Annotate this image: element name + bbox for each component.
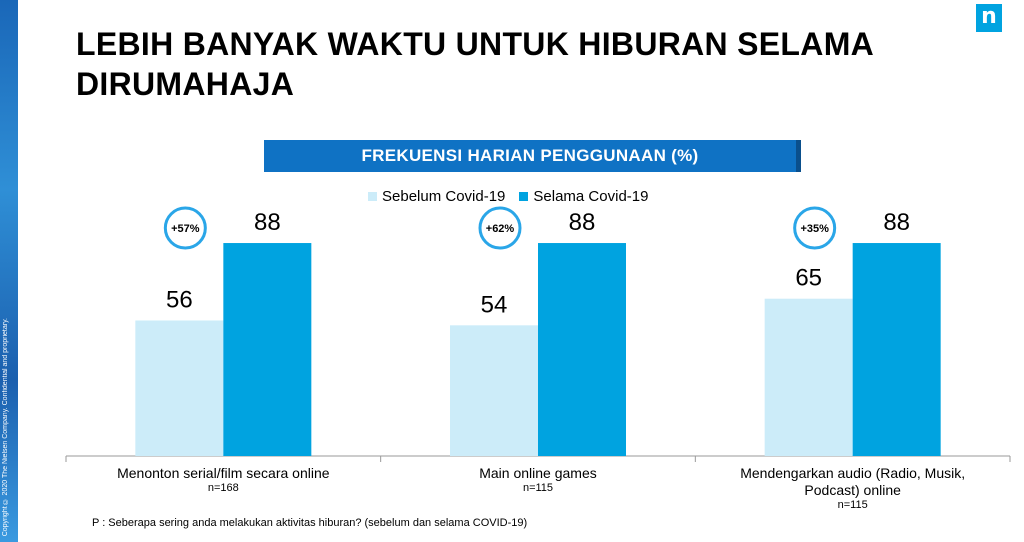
chart-title-banner: FREKUENSI HARIAN PENGGUNAAN (%) [264,140,801,172]
footnote: P : Seberapa sering anda melakukan aktiv… [92,517,528,529]
chart-legend: Sebelum Covid-19 Selama Covid-19 [368,186,648,206]
nielsen-logo: n [976,4,1002,32]
legend-swatch-during [519,191,529,201]
category-label: Mendengarkan audio (Radio, Musik, [740,465,965,481]
legend-label-before: Sebelum Covid-19 [382,187,506,205]
growth-badge-label: +35% [800,223,829,235]
legend-item-during: Selama Covid-19 [519,188,648,205]
growth-badge-ring [478,206,522,250]
legend-label-during: Selama Covid-19 [533,187,649,205]
legend-swatch-before [368,191,377,201]
category-label: Podcast) online [804,482,901,498]
data-label-before: 65 [795,265,822,292]
sample-size-label: n=115 [523,482,553,494]
bar-during [538,243,626,456]
bar-before [450,325,538,456]
bar-before [764,298,853,456]
data-label-during: 88 [254,209,281,236]
bar-during [223,243,312,456]
sample-size-label: n=168 [208,482,239,494]
data-label-during: 88 [883,209,910,236]
sample-size-label: n=115 [838,499,868,511]
page-title: LEBIH BANYAK WAKTU UNTUK HIBURAN SELAMA … [76,26,873,102]
logo-mark: n [981,3,997,29]
data-label-before: 56 [166,286,193,313]
bar-during [852,243,941,456]
growth-badge-label: +57% [171,223,200,235]
data-label-before: 54 [481,291,508,318]
legend-item-before: Sebelum Covid-19 [368,188,505,205]
category-label: Main online games [479,465,597,481]
bar-before [135,320,224,456]
growth-badge-ring [163,206,207,250]
growth-badge-label: +62% [486,223,515,235]
side-brand-strip: Copyright © 2020 The Nielsen Company. Co… [0,0,18,542]
category-label: Menonton serial/film secara online [117,465,330,481]
data-label-during: 88 [569,209,596,236]
growth-badge-ring [793,206,837,250]
